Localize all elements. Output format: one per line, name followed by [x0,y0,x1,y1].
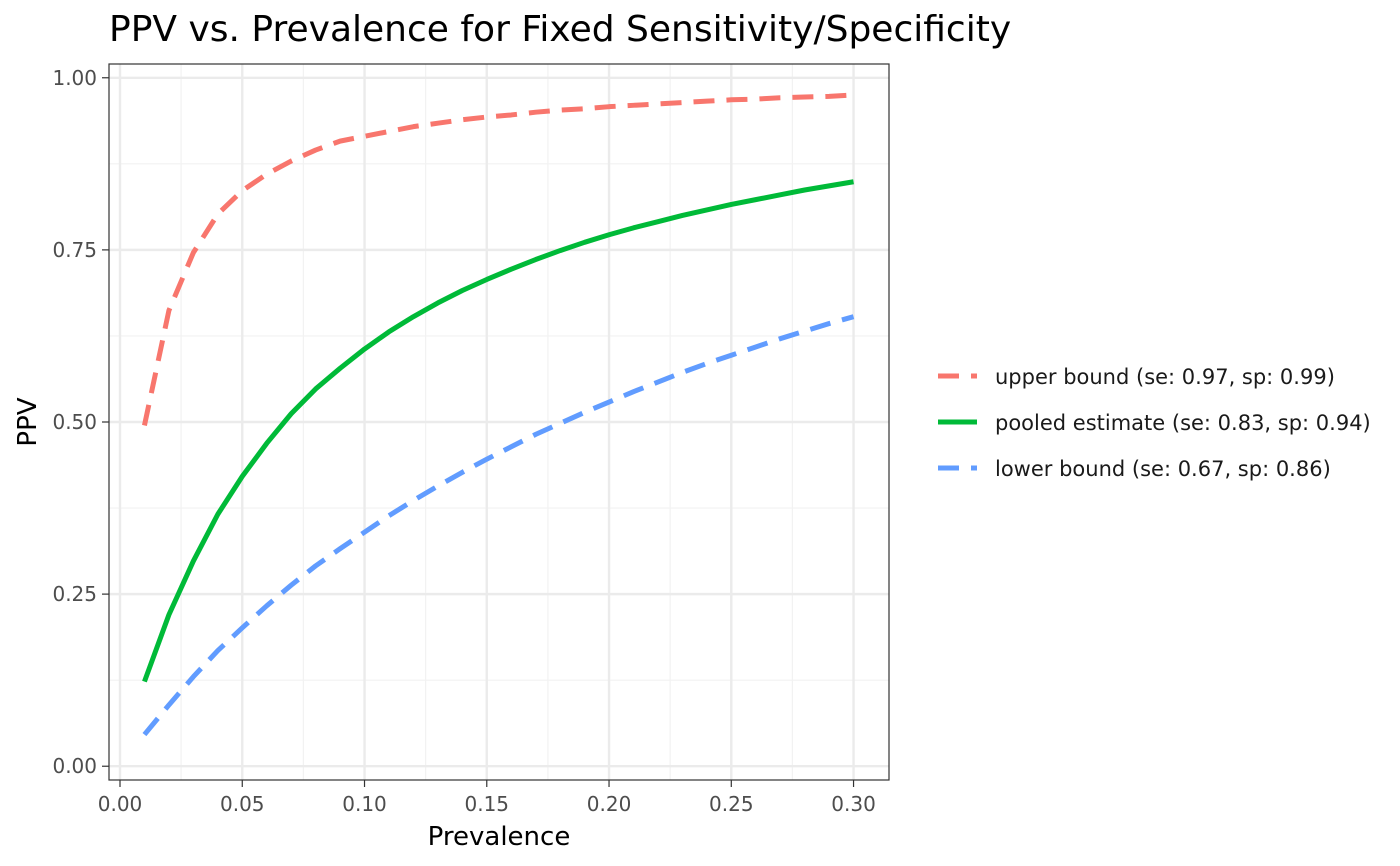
chart-title: PPV vs. Prevalence for Fixed Sensitivity… [109,9,1011,50]
x-tick-label: 0.05 [220,792,265,816]
gridlines [109,64,889,780]
y-tick-label: 0.25 [52,582,97,606]
series-line-2 [142,179,854,683]
series-lines [142,92,855,737]
x-tick-label: 0.30 [831,792,876,816]
series-line-3 [142,314,855,737]
x-tick-label: 0.25 [709,792,754,816]
legend-label-3: lower bound (se: 0.67, sp: 0.86) [995,457,1331,481]
plot-area: 0.00 0.05 0.10 0.15 0.20 0.25 0.30 0.00 0.25 0.5… [52,63,890,816]
y-tick-label: 1.00 [52,66,97,90]
x-tick-label: 0.15 [465,792,510,816]
x-tick-label: 0.00 [98,792,143,816]
y-tick-label: 0.75 [52,238,97,262]
y-tick-label: 0.50 [52,410,97,434]
legend-label-1: upper bound (se: 0.97, sp: 0.99) [995,365,1335,389]
series-line-1 [142,92,854,426]
x-tick-label: 0.20 [587,792,632,816]
y-tick-label: 0.00 [52,754,97,778]
x-axis: 0.00 0.05 0.10 0.15 0.20 0.25 0.30 [98,780,876,816]
y-axis-title: PPV [13,397,43,446]
x-axis-title: Prevalence [428,822,571,852]
x-tick-label: 0.10 [342,792,387,816]
legend: upper bound (se: 0.97, sp: 0.99) pooled e… [938,365,1371,481]
legend-label-2: pooled estimate (se: 0.83, sp: 0.94) [995,411,1371,435]
y-axis: 0.00 0.25 0.50 0.75 1.00 [52,66,109,778]
